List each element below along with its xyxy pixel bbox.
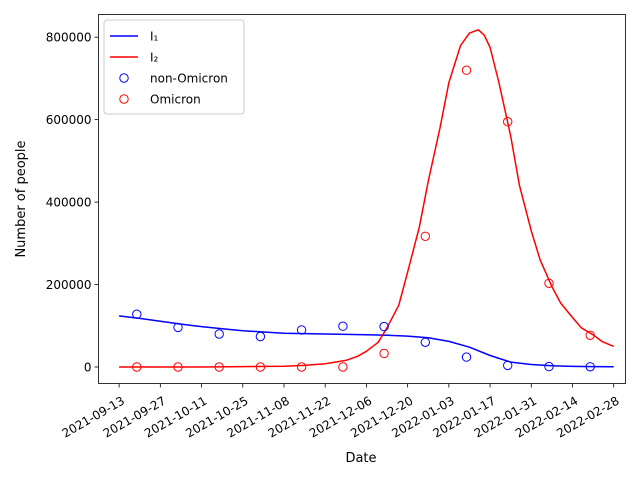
legend: I₁ I₂ non-Omicron Omicron [103,19,245,115]
data-point-omicron [503,117,513,127]
plot-frame [98,14,626,384]
legend-frame [103,19,245,115]
data-point-non-omicron [214,329,224,339]
data-point-non-omicron [461,352,472,362]
data-point-non-omicron [420,337,430,347]
data-point-non-omicron [255,331,266,342]
legend-label: Omicron [150,93,201,107]
x-axis-label: Date [345,451,376,466]
y-axis-label: Number of people [14,140,29,257]
legend-marker-swatch [119,94,129,104]
data-point-omicron [544,278,554,288]
legend-label: I₁ [150,30,159,44]
data-point-non-omicron [338,321,348,331]
plot-area [119,29,614,372]
data-point-omicron [338,362,348,372]
data-point-omicron [420,231,430,242]
data-point-omicron [461,65,472,75]
legend-marker-swatch [119,73,129,83]
data-point-non-omicron [132,309,142,319]
y-tick-label: 800000 [46,31,92,45]
data-point-non-omicron [585,362,595,372]
data-point-omicron [296,362,307,372]
x-axis: 2021-09-132021-09-272021-10-112021-10-25… [60,383,622,441]
series-line-i1 [119,315,614,368]
y-tick-label: 0 [84,361,92,375]
y-tick-label: 400000 [46,196,92,210]
data-point-non-omicron [296,325,307,335]
data-point-non-omicron [544,361,554,372]
data-point-omicron [132,362,142,372]
y-tick-label: 200000 [46,278,92,292]
data-point-omicron [255,362,266,372]
data-point-non-omicron [379,321,389,332]
y-tick-label: 600000 [46,113,92,127]
y-axis: 0 200000 400000 600000 800000 [46,31,99,375]
data-point-non-omicron [173,322,183,333]
data-point-omicron [173,362,183,372]
legend-label: I₂ [150,51,159,65]
legend-label: non-Omicron [150,72,228,86]
data-point-omicron [214,362,224,372]
series-line-i2 [119,29,614,368]
data-point-omicron [585,330,595,340]
data-point-non-omicron [503,360,513,371]
data-point-omicron [379,348,389,359]
